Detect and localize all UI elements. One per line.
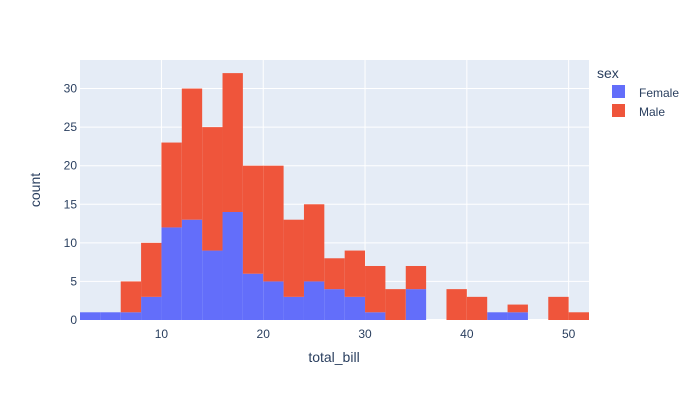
bar-female[interactable]: [80, 312, 101, 320]
bar-female[interactable]: [303, 281, 325, 320]
x-tick-label: 20: [257, 327, 271, 341]
bar-male[interactable]: [405, 265, 427, 290]
bar-male[interactable]: [303, 204, 325, 282]
bar-female[interactable]: [181, 219, 203, 320]
y-tick-label: 25: [64, 120, 78, 134]
x-tick-label: 10: [155, 327, 169, 341]
legend-swatch-female: [612, 85, 625, 98]
bar-male[interactable]: [568, 312, 589, 320]
bar-female[interactable]: [242, 273, 264, 320]
x-tick-labels: 10 20 30 40 50: [155, 327, 576, 341]
legend-item-female[interactable]: Female: [612, 85, 679, 100]
bar-female[interactable]: [507, 312, 528, 320]
bar-male[interactable]: [365, 265, 386, 313]
bar-male[interactable]: [161, 142, 182, 228]
bar-female[interactable]: [344, 296, 366, 320]
bar-male[interactable]: [181, 88, 203, 220]
bar-male[interactable]: [507, 304, 528, 313]
y-tick-labels: 0 5 10 15 20 25 30: [64, 82, 78, 327]
legend-label-female: Female: [639, 86, 679, 100]
bar-male[interactable]: [242, 165, 264, 274]
bar-male[interactable]: [466, 296, 488, 320]
legend-label-male: Male: [639, 105, 665, 119]
x-axis-title: total_bill: [308, 349, 359, 365]
bar-male[interactable]: [202, 127, 223, 251]
y-tick-label: 15: [64, 197, 78, 211]
y-tick-label: 30: [64, 82, 78, 96]
bar-female[interactable]: [365, 312, 386, 320]
y-tick-label: 20: [64, 159, 78, 173]
bar-male[interactable]: [446, 289, 467, 320]
y-axis-title: count: [27, 173, 43, 207]
bar-male[interactable]: [548, 296, 569, 320]
bar-female[interactable]: [202, 250, 223, 320]
y-tick-label: 5: [70, 274, 77, 288]
bar-female[interactable]: [100, 312, 121, 320]
bar-female[interactable]: [222, 211, 243, 320]
bars-layer: [80, 73, 589, 320]
y-tick-label: 10: [64, 236, 78, 250]
legend-title: sex: [597, 65, 619, 81]
bar-male[interactable]: [283, 219, 304, 297]
bar-female[interactable]: [141, 296, 162, 320]
bar-female[interactable]: [263, 281, 284, 320]
x-tick-label: 30: [358, 327, 372, 341]
bar-female[interactable]: [161, 227, 182, 320]
legend: sex Female Male: [597, 65, 679, 119]
legend-item-male[interactable]: Male: [612, 104, 665, 119]
bar-female[interactable]: [487, 312, 508, 320]
x-tick-label: 40: [460, 327, 474, 341]
y-tick-label: 0: [70, 313, 77, 327]
bar-female[interactable]: [283, 296, 304, 320]
bar-female[interactable]: [120, 312, 142, 320]
bar-male[interactable]: [141, 242, 162, 297]
bar-male[interactable]: [222, 73, 243, 212]
bar-male[interactable]: [344, 250, 366, 297]
bar-female[interactable]: [405, 289, 427, 320]
bar-female[interactable]: [324, 289, 345, 320]
bar-male[interactable]: [263, 165, 284, 282]
bar-male[interactable]: [385, 289, 406, 320]
bar-male[interactable]: [324, 258, 345, 290]
x-tick-label: 50: [562, 327, 576, 341]
legend-swatch-male: [612, 104, 625, 117]
bar-male[interactable]: [120, 281, 142, 313]
